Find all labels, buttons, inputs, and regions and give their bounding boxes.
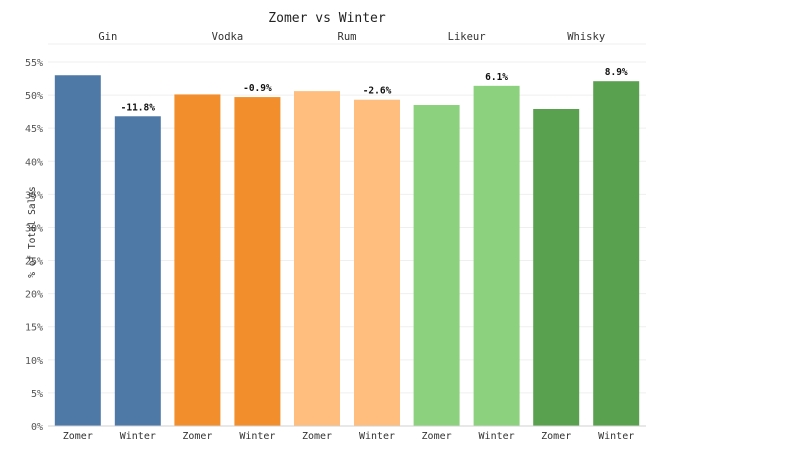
bar[interactable] xyxy=(413,105,460,426)
y-tick-label: 10% xyxy=(25,356,43,367)
bar[interactable] xyxy=(473,85,520,427)
bar[interactable] xyxy=(54,75,101,427)
category-header: Rum xyxy=(338,31,357,43)
y-tick-label: 50% xyxy=(25,91,43,102)
y-tick-label: 0% xyxy=(31,422,43,433)
data-label: -2.6% xyxy=(363,86,392,97)
x-tick-label: Winter xyxy=(598,431,634,442)
bar[interactable] xyxy=(294,91,340,427)
data-label: 8.9% xyxy=(605,67,628,78)
category-header: Likeur xyxy=(448,31,486,43)
chart-title: Zomer vs Winter xyxy=(268,11,386,26)
bar[interactable] xyxy=(354,99,400,426)
y-tick-label: 20% xyxy=(25,290,43,301)
data-label: -11.8% xyxy=(121,102,156,113)
x-tick-label: Winter xyxy=(359,431,395,442)
bar[interactable] xyxy=(174,94,221,427)
y-axis-title: % of Total Sales xyxy=(27,186,38,278)
x-tick-label: Zomer xyxy=(422,431,452,442)
x-tick-label: Zomer xyxy=(302,431,332,442)
x-tick-label: Winter xyxy=(239,431,275,442)
x-tick-label: Zomer xyxy=(182,431,212,442)
category-headers: Gin Vodka Rum Likeur Whisky xyxy=(48,31,646,45)
y-tick-label: 55% xyxy=(25,58,43,69)
bar[interactable] xyxy=(533,108,580,427)
y-tick-label: 15% xyxy=(25,323,43,334)
category-header: Whisky xyxy=(567,31,605,43)
x-tick-label: Zomer xyxy=(541,431,571,442)
data-label: -0.9% xyxy=(243,83,272,94)
data-label: 6.1% xyxy=(485,72,508,83)
y-tick-label: 30% xyxy=(25,223,43,234)
x-tick-label: Zomer xyxy=(63,431,93,442)
bar[interactable] xyxy=(593,81,640,427)
x-axis: Zomer Winter Zomer Winter Zomer Winter Zomer Wi… xyxy=(48,425,646,442)
category-header: Gin xyxy=(98,31,117,43)
y-tick-label: 45% xyxy=(25,124,43,135)
bar[interactable] xyxy=(114,116,161,426)
y-tick-label: 35% xyxy=(25,190,43,201)
x-tick-label: Winter xyxy=(120,431,156,442)
bars-layer xyxy=(54,75,640,427)
x-tick-label: Winter xyxy=(479,431,515,442)
data-labels: -11.8% -0.9% -2.6% 6.1% 8.9% xyxy=(121,67,628,113)
y-tick-label: 25% xyxy=(25,257,43,268)
y-tick-label: 5% xyxy=(31,389,43,400)
bar[interactable] xyxy=(234,97,281,427)
y-tick-label: 40% xyxy=(25,157,43,168)
y-axis: 0% 5% 10% 15% 20% 25% 30% 35% 40% 45% 50% 55% xyxy=(25,58,43,433)
category-header: Vodka xyxy=(212,31,244,43)
